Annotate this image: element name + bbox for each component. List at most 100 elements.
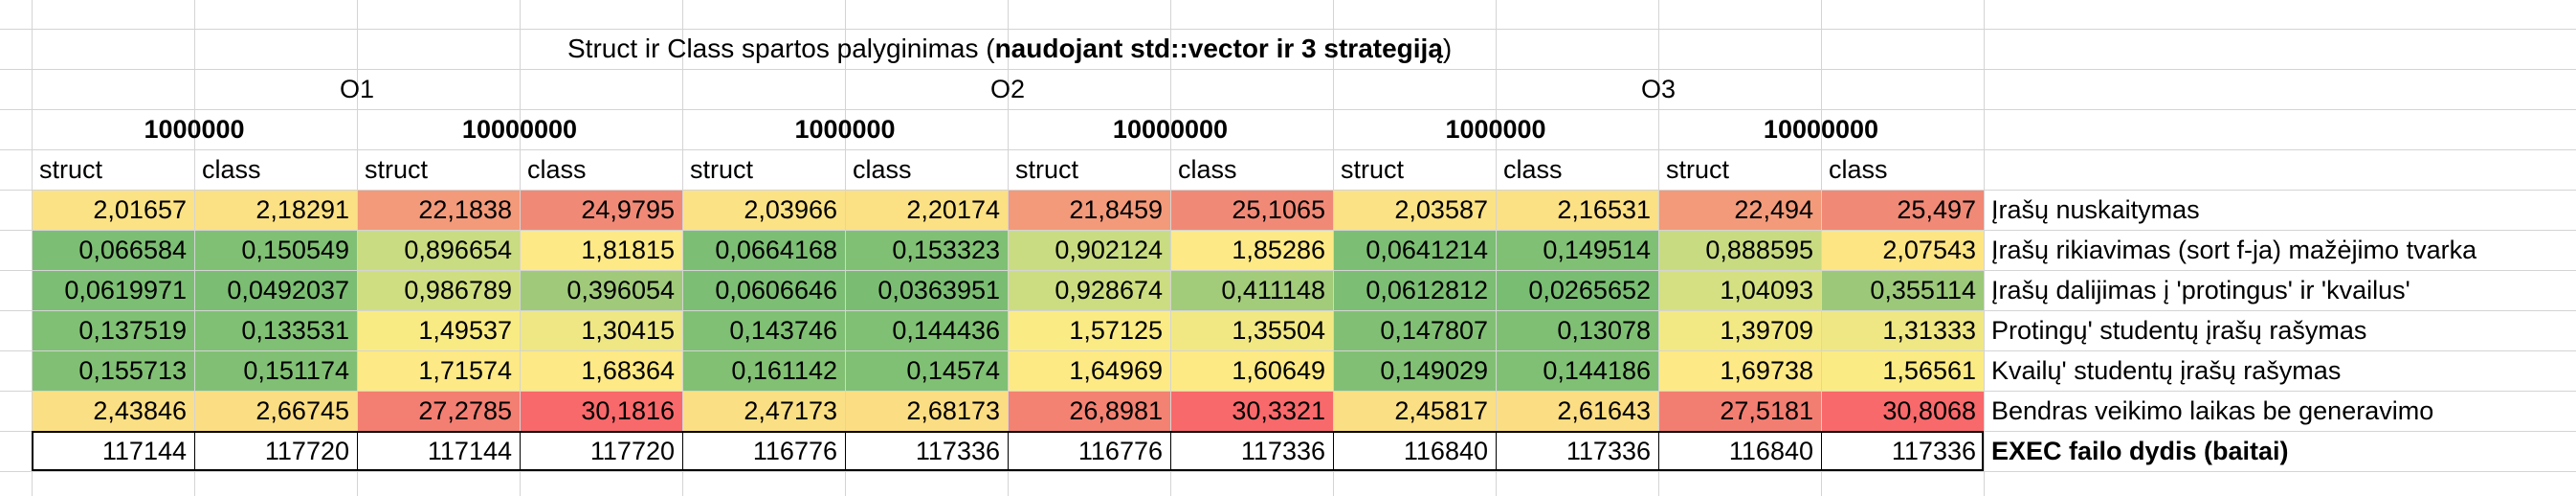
- data-cell[interactable]: 0,13078: [1557, 316, 1651, 345]
- data-cell[interactable]: 2,07543: [1882, 236, 1976, 264]
- data-cell[interactable]: 2,16531: [1557, 195, 1651, 224]
- data-cell[interactable]: 0,137519: [78, 316, 187, 345]
- cell-fill: [1333, 310, 1496, 350]
- cell-fill: [1821, 190, 1984, 230]
- data-cell[interactable]: 0,150549: [241, 236, 349, 264]
- grid-row-line: [0, 391, 2576, 392]
- opt-level-header: O1: [339, 75, 375, 103]
- data-cell[interactable]: 1,35504: [1232, 316, 1325, 345]
- data-cell[interactable]: 0,0619971: [64, 276, 187, 304]
- exec-size-cell[interactable]: 117336: [1566, 437, 1651, 465]
- data-cell[interactable]: 1,69738: [1720, 356, 1813, 385]
- data-cell[interactable]: 0,0606646: [715, 276, 837, 304]
- data-cell[interactable]: 0,986789: [404, 276, 512, 304]
- data-cell[interactable]: 22,1838: [418, 195, 512, 224]
- exec-cell-border: [1658, 431, 1659, 471]
- data-cell[interactable]: 0,396054: [566, 276, 675, 304]
- grid-column-line: [1821, 0, 1822, 496]
- grid-row-line: [0, 149, 2576, 150]
- data-cell[interactable]: 0,143746: [729, 316, 837, 345]
- data-cell[interactable]: 0,155713: [78, 356, 187, 385]
- data-cell[interactable]: 0,0612812: [1366, 276, 1488, 304]
- data-cell[interactable]: 0,0265652: [1528, 276, 1651, 304]
- data-cell[interactable]: 0,147807: [1380, 316, 1488, 345]
- data-cell[interactable]: 0,411148: [1221, 276, 1325, 304]
- data-cell[interactable]: 30,1816: [581, 396, 675, 425]
- data-cell[interactable]: 26,8981: [1069, 396, 1163, 425]
- data-cell[interactable]: 2,47173: [744, 396, 837, 425]
- data-cell[interactable]: 21,8459: [1069, 195, 1163, 224]
- data-cell[interactable]: 1,04093: [1720, 276, 1813, 304]
- data-cell[interactable]: 1,85286: [1232, 236, 1325, 264]
- data-cell[interactable]: 1,30415: [581, 316, 675, 345]
- cell-fill: [682, 350, 845, 391]
- grid-column-line: [682, 0, 683, 496]
- exec-size-cell[interactable]: 117720: [264, 437, 349, 465]
- data-cell[interactable]: 0,153323: [892, 236, 1000, 264]
- data-cell[interactable]: 1,64969: [1069, 356, 1163, 385]
- cell-fill: [1333, 190, 1496, 230]
- data-cell[interactable]: 0,355114: [1870, 276, 1976, 304]
- data-cell[interactable]: 1,31333: [1882, 316, 1976, 345]
- data-cell[interactable]: 0,149514: [1543, 236, 1651, 264]
- data-cell[interactable]: 0,0664168: [715, 236, 837, 264]
- data-cell[interactable]: 1,71574: [418, 356, 512, 385]
- data-cell[interactable]: 2,18291: [255, 195, 349, 224]
- data-cell[interactable]: 2,66745: [255, 396, 349, 425]
- data-cell[interactable]: 2,45817: [1394, 396, 1488, 425]
- exec-size-cell[interactable]: 116840: [1728, 437, 1813, 465]
- data-cell[interactable]: 0,0641214: [1366, 236, 1488, 264]
- data-cell[interactable]: 27,5181: [1720, 396, 1813, 425]
- data-cell[interactable]: 22,494: [1734, 195, 1813, 224]
- data-cell[interactable]: 0,161142: [731, 356, 837, 385]
- exec-size-cell[interactable]: 117144: [427, 437, 512, 465]
- data-cell[interactable]: 0,144436: [892, 316, 1000, 345]
- data-cell[interactable]: 0,144186: [1543, 356, 1651, 385]
- data-cell[interactable]: 2,01657: [93, 195, 187, 224]
- data-cell[interactable]: 2,20174: [906, 195, 1000, 224]
- data-cell[interactable]: 2,03587: [1394, 195, 1488, 224]
- cell-fill: [682, 190, 845, 230]
- cell-fill: [1008, 270, 1170, 310]
- data-cell[interactable]: 0,149029: [1380, 356, 1488, 385]
- exec-size-cell[interactable]: 117336: [915, 437, 1000, 465]
- data-cell[interactable]: 24,9795: [581, 195, 675, 224]
- data-cell[interactable]: 0,0492037: [227, 276, 349, 304]
- data-cell[interactable]: 0,151174: [243, 356, 349, 385]
- data-cell[interactable]: 0,133531: [241, 316, 349, 345]
- data-cell[interactable]: 1,60649: [1232, 356, 1325, 385]
- data-cell[interactable]: 0,14574: [906, 356, 1000, 385]
- data-cell[interactable]: 1,81815: [581, 236, 675, 264]
- data-cell[interactable]: 0,902124: [1055, 236, 1163, 264]
- data-cell[interactable]: 30,3321: [1232, 396, 1325, 425]
- data-cell[interactable]: 1,39709: [1720, 316, 1813, 345]
- data-cell[interactable]: 1,56561: [1882, 356, 1976, 385]
- data-cell[interactable]: 0,0363951: [877, 276, 1000, 304]
- exec-size-cell[interactable]: 117336: [1240, 437, 1325, 465]
- cell-fill: [357, 270, 520, 310]
- data-cell[interactable]: 1,49537: [418, 316, 512, 345]
- data-cell[interactable]: 25,1065: [1232, 195, 1325, 224]
- data-cell[interactable]: 25,497: [1897, 195, 1976, 224]
- cell-fill: [682, 391, 845, 431]
- exec-size-cell[interactable]: 117336: [1891, 437, 1976, 465]
- data-cell[interactable]: 0,896654: [404, 236, 512, 264]
- exec-size-cell[interactable]: 116840: [1403, 437, 1488, 465]
- data-cell[interactable]: 2,03966: [744, 195, 837, 224]
- data-cell[interactable]: 2,61643: [1557, 396, 1651, 425]
- data-cell[interactable]: 1,57125: [1069, 316, 1163, 345]
- data-cell[interactable]: 2,43846: [93, 396, 187, 425]
- data-cell[interactable]: 30,8068: [1882, 396, 1976, 425]
- data-cell[interactable]: 1,68364: [581, 356, 675, 385]
- grid-row-line: [0, 190, 2576, 191]
- exec-size-cell[interactable]: 117144: [101, 437, 187, 465]
- data-cell[interactable]: 2,68173: [906, 396, 1000, 425]
- exec-size-cell[interactable]: 117720: [589, 437, 675, 465]
- data-cell[interactable]: 0,888595: [1705, 236, 1813, 264]
- exec-size-cell[interactable]: 116776: [752, 437, 837, 465]
- data-cell[interactable]: 27,2785: [418, 396, 512, 425]
- exec-size-cell[interactable]: 116776: [1077, 437, 1163, 465]
- data-cell[interactable]: 0,066584: [78, 236, 187, 264]
- data-cell[interactable]: 0,928674: [1055, 276, 1163, 304]
